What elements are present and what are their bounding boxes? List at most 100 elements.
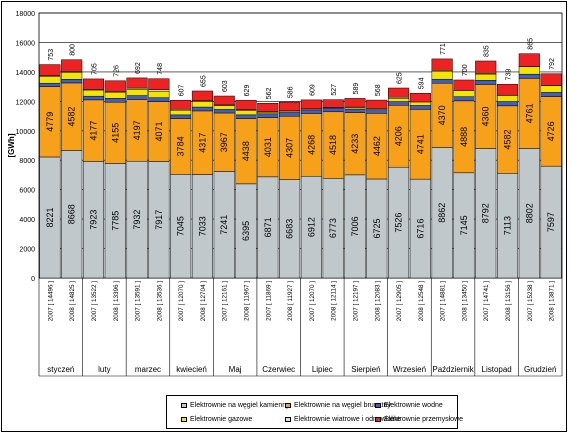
data-label: 7241 — [219, 215, 229, 235]
bar-segment — [453, 90, 475, 97]
bar-segment — [496, 101, 519, 107]
data-label: 4518 — [328, 135, 338, 155]
bar-segment — [540, 92, 562, 97]
legend-swatch — [375, 402, 381, 408]
month-label: Grudzień — [524, 365, 556, 374]
legend-swatch — [181, 402, 187, 408]
data-label: 4582 — [67, 107, 77, 127]
bar-segment — [366, 109, 388, 114]
bar-segment — [257, 103, 279, 112]
month-label: Listopad — [482, 365, 512, 374]
data-label: 6871 — [263, 217, 273, 237]
x-tick-label: 2008 [ 13396 ] — [113, 281, 120, 322]
data-label: 625 — [397, 72, 404, 84]
x-tick-label: 2007 [ 12197 ] — [352, 281, 359, 322]
data-label: 4761 — [524, 103, 534, 123]
y-tick-label: 4000 — [19, 217, 35, 224]
data-label: 4155 — [110, 123, 120, 143]
data-label: 4071 — [154, 121, 164, 141]
bar-segment — [148, 78, 170, 90]
legend-label: Elektrownie wodne — [384, 402, 443, 409]
bar-segment — [191, 106, 213, 112]
y-tick-label: 12000 — [16, 99, 36, 106]
x-tick-label: 2007 [ 11869 ] — [265, 281, 272, 321]
month-label: Maj — [229, 365, 242, 374]
legend-item-gas: Elektrownie gazowe — [181, 416, 252, 424]
data-label: 4726 — [546, 121, 556, 141]
data-label: 527 — [331, 84, 338, 96]
data-label: 4582 — [503, 130, 513, 150]
bar-segment — [213, 105, 235, 110]
bar-segment — [61, 72, 83, 80]
bar-segment — [518, 53, 540, 67]
month-label: kwiecień — [176, 365, 207, 374]
bar-segment — [170, 114, 192, 119]
data-label: 771 — [440, 43, 447, 55]
legend-label: Elektrownie wiatrowe i odnawialne — [294, 416, 401, 423]
data-label: 3967 — [219, 132, 229, 152]
y-tick-label: 10000 — [16, 129, 36, 136]
bar-segment — [431, 78, 453, 84]
bar-segment — [148, 90, 170, 98]
bar-segment — [518, 73, 540, 79]
bar-segment — [39, 82, 61, 87]
data-label: 6683 — [285, 219, 295, 239]
data-label: 6395 — [241, 221, 251, 241]
y-tick-label: 8000 — [19, 158, 35, 165]
data-label: 4438 — [241, 141, 251, 161]
data-label: 562 — [266, 87, 273, 99]
data-label: 748 — [157, 63, 164, 75]
legend-item-hard-coal: Elektrownie na węgiel kamienny — [181, 402, 290, 410]
x-tick-label: 2007 [ 13522 ] — [91, 281, 98, 322]
bar-segment — [126, 77, 148, 89]
data-label: 692 — [135, 62, 142, 74]
data-label: 7932 — [132, 210, 142, 230]
data-label: 6716 — [415, 219, 425, 239]
bar-segment — [496, 95, 519, 102]
y-tick-label: 14000 — [16, 70, 36, 77]
data-label: 4206 — [394, 126, 404, 146]
data-label: 586 — [288, 86, 295, 98]
x-tick-label: 2008 [ 13536 ] — [156, 281, 163, 322]
data-label: 8862 — [437, 203, 447, 223]
data-label: 607 — [179, 85, 186, 97]
x-tick-label: 2008 [ 12114 ] — [331, 281, 338, 321]
data-label: 4268 — [306, 135, 316, 155]
x-tick-label: 2008 [ 12083 ] — [374, 281, 381, 322]
bar-segment — [344, 98, 366, 108]
data-label: 4741 — [415, 134, 425, 154]
x-tick-label: 2008 [ 11967 ] — [244, 281, 251, 321]
data-label: 7597 — [546, 212, 556, 232]
legend-item-industrial: Elektrownie przemysłowe — [375, 416, 463, 424]
legend-label: Elektrownie gazowe — [190, 416, 253, 423]
y-tick-label: 16000 — [16, 40, 36, 47]
bar-segment — [61, 79, 83, 84]
bar-segment — [82, 95, 105, 101]
bar-segment — [453, 96, 475, 102]
legend: Elektrownie na węgiel kamienny Elektrown… — [166, 395, 463, 429]
bar-segment — [409, 105, 431, 110]
bar-segment — [322, 99, 344, 108]
data-label: 6725 — [372, 218, 382, 238]
y-tick-label: 2000 — [19, 247, 35, 254]
data-label: 8802 — [524, 203, 534, 223]
data-label: 655 — [200, 75, 207, 87]
data-label: 7526 — [394, 213, 404, 233]
month-label: marzec — [135, 365, 161, 374]
bar-segment — [104, 80, 126, 92]
x-tick-label: 2007 [ 14881 ] — [440, 281, 447, 322]
month-label: Wrzesień — [393, 365, 426, 374]
data-label: 4370 — [437, 105, 447, 125]
bar-segment — [257, 113, 279, 118]
bar-segment — [61, 59, 83, 72]
data-label: 7113 — [503, 216, 513, 235]
data-label: 7917 — [154, 210, 164, 230]
data-label: 4031 — [263, 137, 273, 157]
data-label: 4888 — [459, 127, 469, 147]
data-label: 800 — [70, 44, 77, 56]
month-label: luty — [98, 365, 110, 374]
x-tick-label: 2008 [ 13450 ] — [461, 281, 468, 322]
legend-swatch — [181, 416, 187, 422]
bar-segment — [366, 99, 388, 109]
bar-segment — [148, 97, 170, 102]
